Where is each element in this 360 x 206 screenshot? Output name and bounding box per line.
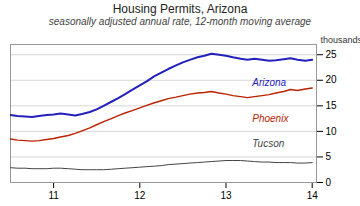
svg-text:thousands: thousands [321,35,360,45]
svg-text:14: 14 [307,190,319,201]
html-text:seasonally adjusted annual rat: seasonally adjusted annual rate, 12-mont… [48,16,312,27]
svg-text:0: 0 [326,177,332,188]
svg-text:20: 20 [326,74,338,85]
svg-text:12: 12 [134,190,146,201]
svg-text:Arizona: Arizona [251,77,286,88]
svg-text:25: 25 [326,49,338,60]
svg-text:15: 15 [326,100,338,111]
svg-text:13: 13 [220,190,232,201]
html-text:Housing Permits, Arizona: Housing Permits, Arizona [112,2,248,16]
svg-text:11: 11 [48,190,59,201]
svg-text:10: 10 [326,126,338,137]
svg-text:Phoenix: Phoenix [252,113,289,124]
svg-text:Tucson: Tucson [252,138,284,149]
svg-text:5: 5 [326,151,332,162]
